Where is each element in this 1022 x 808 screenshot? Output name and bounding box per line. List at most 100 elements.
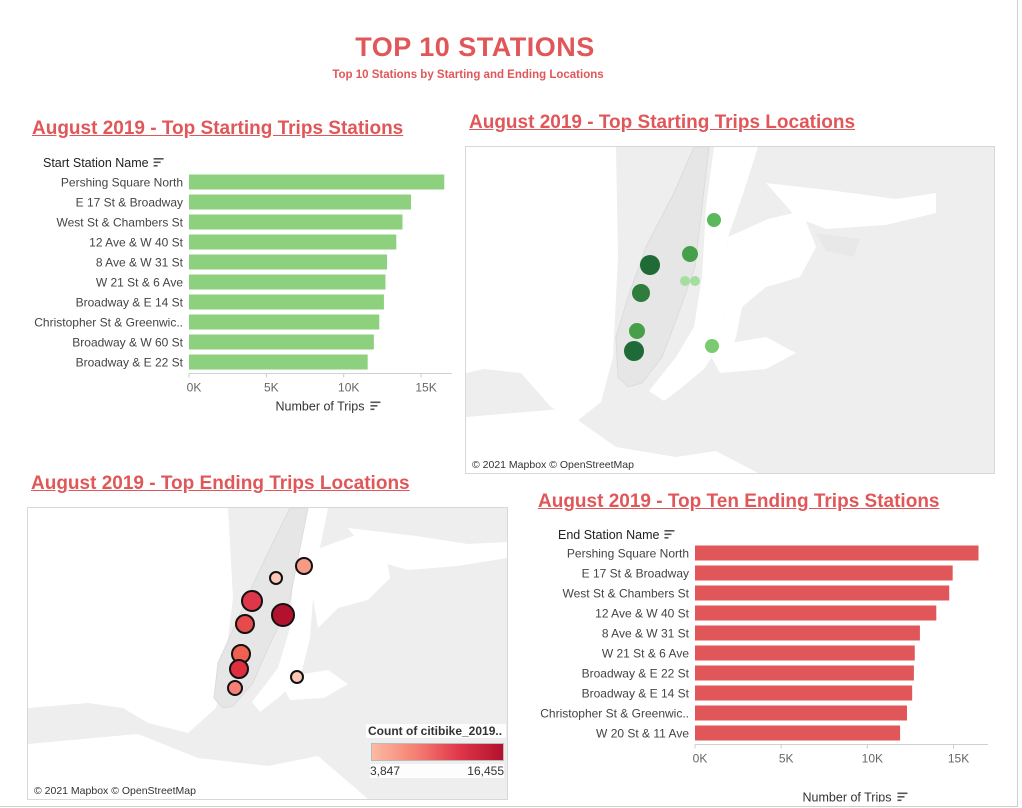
bar[interactable] <box>695 665 914 681</box>
sort-icon[interactable] <box>664 530 675 539</box>
legend-max-label: 16,455 <box>467 764 504 778</box>
dashboard-subtitle: Top 10 Stations by Starting and Ending L… <box>332 69 604 81</box>
x-tick-label: 15K <box>948 752 969 766</box>
bar-label: W 20 St & 11 Ave <box>596 727 689 741</box>
water <box>649 147 758 401</box>
bar-label: Broadway & E 22 St <box>582 667 690 681</box>
water <box>466 147 618 422</box>
station-marker[interactable] <box>707 213 721 227</box>
bar[interactable] <box>189 274 386 290</box>
station-marker[interactable] <box>241 590 263 612</box>
bar[interactable] <box>189 174 445 190</box>
map-attribution[interactable]: © 2021 Mapbox © OpenStreetMap <box>32 785 198 797</box>
station-marker[interactable] <box>680 276 690 286</box>
end-map-title: August 2019 - Top Ending Trips Locations <box>31 473 410 494</box>
bar[interactable] <box>189 334 374 350</box>
water <box>766 183 936 229</box>
end-locations-map[interactable]: © 2021 Mapbox © OpenStreetMap <box>27 507 508 800</box>
x-tick-label: 5K <box>264 381 279 395</box>
bar[interactable] <box>695 645 915 661</box>
water <box>816 233 860 257</box>
bar-label: Broadway & E 14 St <box>76 296 184 310</box>
end-stations-bar-chart[interactable]: End Station Name Pershing Square North E 1… <box>500 522 1015 802</box>
station-marker[interactable] <box>271 603 295 627</box>
x-tick-label: 5K <box>779 752 794 766</box>
bar[interactable] <box>189 354 368 370</box>
start-map-canvas[interactable] <box>466 147 994 473</box>
station-marker[interactable] <box>269 571 283 585</box>
bar-label: Christopher St & Greenwic.. <box>540 707 689 721</box>
legend-min-label: 3,847 <box>370 764 401 778</box>
bar[interactable] <box>695 585 950 601</box>
water <box>706 337 796 373</box>
water <box>721 211 816 367</box>
end-map-canvas[interactable] <box>28 508 507 799</box>
station-marker[interactable] <box>227 680 243 696</box>
bar-label: W 21 St & 6 Ave <box>96 276 183 290</box>
bar[interactable] <box>695 565 953 581</box>
end-bars-title: August 2019 - Top Ten Ending Trips Stati… <box>538 491 940 512</box>
bar-label: 8 Ave & W 31 St <box>602 627 690 641</box>
bar-label: West St & Chambers St <box>57 216 184 230</box>
bar[interactable] <box>189 234 397 250</box>
bar[interactable] <box>695 725 901 741</box>
start-map-title: August 2019 - Top Starting Trips Locatio… <box>469 112 856 133</box>
sort-icon[interactable] <box>153 158 164 167</box>
x-tick-label: 10K <box>338 381 359 395</box>
bar-label: Broadway & E 22 St <box>76 356 184 370</box>
start-stations-bar-chart[interactable]: Start Station Name Pershing Square North E… <box>0 150 465 430</box>
color-legend: Count of citibike_2019.. 3,847 16,455 <box>366 724 506 778</box>
x-tick-label: 0K <box>693 752 708 766</box>
bar[interactable] <box>189 194 412 210</box>
bar-label: Christopher St & Greenwic.. <box>34 316 183 330</box>
x-axis-title: Number of Trips <box>276 400 365 414</box>
station-marker[interactable] <box>640 255 660 275</box>
x-tick-label: 0K <box>187 381 202 395</box>
x-tick-label: 15K <box>415 381 436 395</box>
bar[interactable] <box>189 254 388 270</box>
water <box>28 734 368 799</box>
station-marker[interactable] <box>632 284 650 302</box>
dashboard-title: TOP 10 STATIONS <box>355 32 595 62</box>
station-marker[interactable] <box>629 323 645 339</box>
bar-label: Pershing Square North <box>61 176 183 190</box>
category-header: End Station Name <box>558 528 659 542</box>
station-marker[interactable] <box>235 614 255 634</box>
start-locations-map[interactable]: © 2021 Mapbox © OpenStreetMap <box>465 146 995 474</box>
station-marker[interactable] <box>295 557 313 575</box>
bar-label: 8 Ave & W 31 St <box>96 256 184 270</box>
x-tick-label: 10K <box>862 752 883 766</box>
start-bars-title: August 2019 - Top Starting Trips Station… <box>32 118 404 139</box>
bar-label: West St & Chambers St <box>563 587 690 601</box>
water <box>348 528 507 570</box>
sort-icon[interactable] <box>897 792 908 802</box>
station-marker[interactable] <box>624 341 644 361</box>
bar-label: W 21 St & 6 Ave <box>602 647 689 661</box>
water <box>28 508 233 733</box>
bar-label: E 17 St & Broadway <box>582 567 689 581</box>
bar[interactable] <box>189 294 384 310</box>
x-axis-title: Number of Trips <box>803 791 892 803</box>
bar[interactable] <box>695 705 907 721</box>
bar-label: 12 Ave & W 40 St <box>595 607 689 621</box>
bar[interactable] <box>695 625 920 641</box>
water <box>466 409 758 473</box>
legend-title: Count of citibike_2019.. <box>366 724 506 738</box>
sort-icon[interactable] <box>370 401 381 411</box>
bar-label: E 17 St & Broadway <box>76 196 183 210</box>
bar-label: 12 Ave & W 40 St <box>89 236 183 250</box>
bar[interactable] <box>189 314 380 330</box>
station-marker[interactable] <box>705 339 719 353</box>
bar-label: Pershing Square North <box>567 547 689 561</box>
bar[interactable] <box>189 214 403 230</box>
station-marker[interactable] <box>290 670 304 684</box>
map-attribution[interactable]: © 2021 Mapbox © OpenStreetMap <box>470 459 636 471</box>
station-marker[interactable] <box>682 246 698 262</box>
station-marker[interactable] <box>690 276 700 286</box>
legend-gradient <box>371 743 504 761</box>
bar[interactable] <box>695 545 979 561</box>
bar[interactable] <box>695 685 913 701</box>
bar[interactable] <box>695 605 937 621</box>
station-marker[interactable] <box>229 659 249 679</box>
